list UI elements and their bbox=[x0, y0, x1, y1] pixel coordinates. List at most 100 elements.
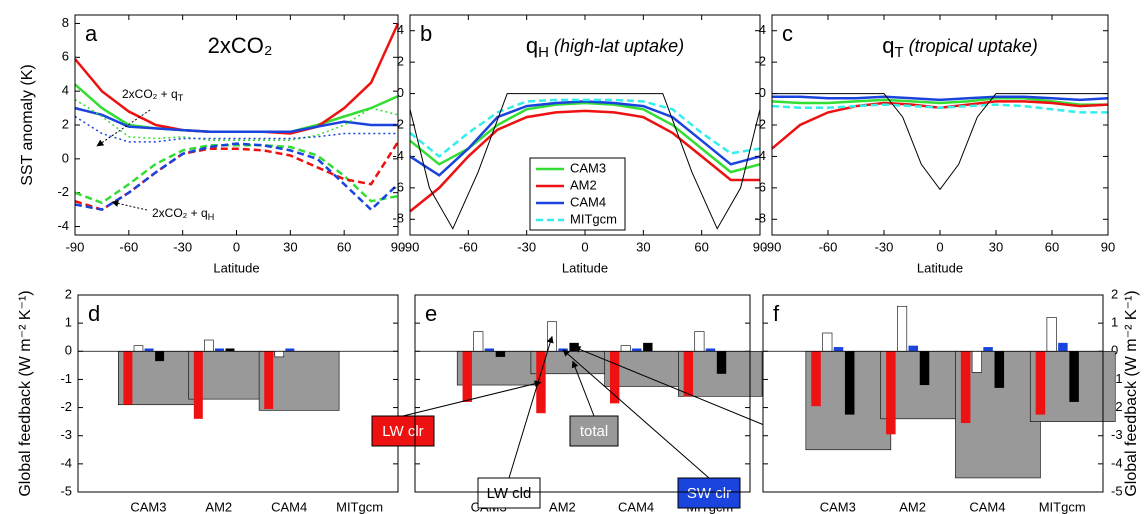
x-tick-label: AM2 bbox=[549, 499, 576, 514]
plot-border bbox=[74, 14, 399, 236]
bar bbox=[225, 348, 235, 352]
legend-box bbox=[677, 477, 741, 509]
panel-label: b bbox=[420, 21, 432, 46]
title-text: q bbox=[526, 33, 538, 58]
x-tick-label: CAM4 bbox=[618, 499, 654, 514]
y-tick-label: 4 bbox=[397, 22, 404, 37]
y-tick-label: -2 bbox=[392, 116, 404, 131]
legend-arrow bbox=[571, 360, 595, 417]
legend-arrow bbox=[508, 335, 554, 479]
y-tick-label: 2 bbox=[397, 54, 404, 69]
panel-label: d bbox=[88, 301, 100, 326]
bar bbox=[1069, 351, 1079, 402]
y-tick-label: 0 bbox=[1111, 343, 1118, 358]
x-tick-label: -90 bbox=[66, 239, 85, 254]
x-axis-label: Latitude bbox=[917, 260, 963, 275]
annotation-arrow bbox=[96, 109, 151, 147]
legend-arrow bbox=[402, 380, 542, 417]
y-tick-label: -2 bbox=[1111, 399, 1123, 414]
x-tick-label: AM2 bbox=[899, 499, 926, 514]
y-tick-label: 0 bbox=[397, 85, 404, 100]
bar bbox=[609, 351, 620, 404]
legend-arrow bbox=[562, 349, 710, 479]
y-tick-label: -3 bbox=[60, 427, 72, 442]
plot-border bbox=[414, 294, 751, 493]
title-text: q bbox=[882, 33, 894, 58]
bar bbox=[123, 351, 133, 405]
x-tick-label: 30 bbox=[636, 239, 650, 254]
bar bbox=[694, 331, 705, 352]
y-tick-label: 1 bbox=[1111, 315, 1118, 330]
bar bbox=[983, 347, 993, 352]
annotation: 2xCO₂ + qH bbox=[152, 206, 214, 222]
y-tick-label: 0 bbox=[62, 150, 69, 165]
bar bbox=[833, 347, 844, 352]
legend-box bbox=[569, 415, 619, 447]
y-tick-label: 1 bbox=[65, 315, 72, 330]
x-tick-label: -30 bbox=[875, 239, 894, 254]
y-tick-label: -8 bbox=[754, 211, 766, 226]
y-tick-label: -1 bbox=[60, 371, 72, 386]
x-tick-label: -90 bbox=[401, 239, 420, 254]
x-tick-label: CAM4 bbox=[271, 499, 307, 514]
x-tick-label: -90 bbox=[763, 239, 782, 254]
panel-label: c bbox=[782, 21, 793, 46]
bar bbox=[204, 339, 214, 352]
panel-label: e bbox=[425, 301, 437, 326]
line-series bbox=[409, 93, 761, 230]
bar bbox=[484, 348, 495, 352]
y-tick-label: -2 bbox=[754, 116, 766, 131]
chart-title: qT (tropical uptake) bbox=[882, 33, 1037, 61]
legend-label: MITgcm bbox=[570, 211, 617, 226]
bar bbox=[960, 351, 971, 424]
panel-label: a bbox=[85, 21, 98, 46]
line-series bbox=[409, 98, 761, 159]
y-tick-label: 6 bbox=[62, 49, 69, 64]
bar bbox=[822, 332, 833, 352]
x-tick-label: 90 bbox=[391, 239, 405, 254]
x-axis-label: Latitude bbox=[562, 260, 608, 275]
y-tick-label: -5 bbox=[60, 483, 72, 498]
bar bbox=[214, 348, 224, 352]
y-tick-label: -4 bbox=[60, 455, 72, 470]
bar bbox=[971, 350, 982, 373]
title-subscript: T bbox=[895, 44, 904, 61]
bar bbox=[1046, 317, 1057, 352]
bar bbox=[264, 351, 274, 409]
y-tick-label: -5 bbox=[1111, 483, 1123, 498]
y-tick-label: 4 bbox=[62, 83, 69, 98]
y-tick-label: -1 bbox=[1111, 371, 1123, 386]
panel-label: f bbox=[773, 301, 780, 326]
line-series bbox=[74, 115, 398, 143]
annotation: 2xCO₂ + qT bbox=[122, 87, 184, 103]
x-tick-label: 30 bbox=[283, 239, 297, 254]
x-axis-label: Latitude bbox=[213, 260, 259, 275]
legend-label: total bbox=[580, 423, 608, 440]
line-series bbox=[409, 109, 760, 213]
bar bbox=[1058, 342, 1068, 352]
y-tick-label: 0 bbox=[759, 85, 766, 100]
bar bbox=[133, 345, 144, 352]
x-tick-label: -60 bbox=[819, 239, 838, 254]
annotation-subscript: H bbox=[208, 212, 215, 222]
x-tick-label: 0 bbox=[233, 239, 240, 254]
title-text: 2xCO₂ bbox=[208, 33, 273, 58]
line-series bbox=[74, 142, 399, 212]
bar bbox=[705, 348, 716, 352]
subtitle: (high-lat uptake) bbox=[554, 36, 684, 56]
y-tick-label: 2 bbox=[759, 54, 766, 69]
line-series bbox=[409, 100, 761, 177]
bar bbox=[274, 350, 285, 358]
bar bbox=[1035, 351, 1046, 415]
bar bbox=[620, 345, 631, 352]
legend-label: CAM3 bbox=[570, 160, 606, 175]
x-tick-label: -60 bbox=[459, 239, 478, 254]
line-series bbox=[74, 106, 398, 134]
bar bbox=[643, 342, 653, 352]
y-axis-label: Global feedback (W m⁻² K⁻¹) bbox=[1123, 290, 1140, 496]
x-tick-label: -60 bbox=[119, 239, 138, 254]
x-tick-label: MITgcm bbox=[1039, 499, 1086, 514]
y-tick-label: -6 bbox=[754, 179, 766, 194]
y-axis-label: Global feedback (W m⁻² K⁻¹) bbox=[17, 290, 34, 496]
x-tick-label: CAM3 bbox=[820, 499, 856, 514]
